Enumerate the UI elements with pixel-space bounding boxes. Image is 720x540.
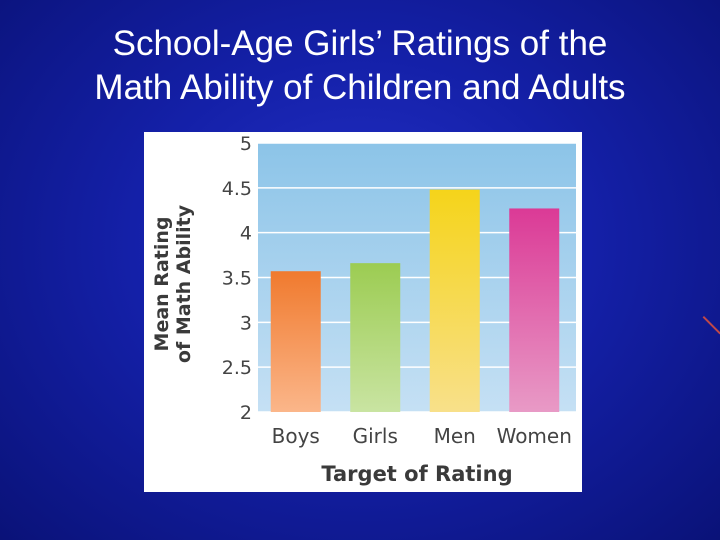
x-tick-label: Boys [272,424,320,448]
y-tick-label: 2 [240,402,252,424]
y-axis-label-line-1: Mean Rating [151,217,173,352]
slide-title: School-Age Girls’ Ratings of the Math Ab… [0,22,720,110]
y-tick-label: 4.5 [222,178,252,200]
slide-title-line-1: School-Age Girls’ Ratings of the [112,24,608,63]
y-tick-label: 5 [240,133,252,155]
y-tick-label: 4 [240,223,252,245]
bar-women [509,208,560,412]
bar-girls [350,263,401,412]
bar-men [429,189,480,412]
chart-panel: 2 2.5 3 3.5 4 4.5 5 Boys Girls Men Women Mean Rat… [144,132,582,492]
x-tick-label: Girls [353,424,398,448]
y-tick-label: 3 [240,312,252,334]
y-tick-label: 3.5 [222,268,252,290]
y-axis-label-line-2: of Math Ability [173,204,195,363]
x-axis-label: Target of Rating [321,462,512,486]
bar-boys [270,271,321,412]
slide-title-line-2: Math Ability of Children and Adults [94,68,626,107]
x-tick-label: Men [434,424,476,448]
bar-chart: 2 2.5 3 3.5 4 4.5 5 Boys Girls Men Women Mean Rat… [151,133,576,486]
x-tick-label: Women [497,424,572,448]
decorative-line [702,316,720,335]
y-tick-label: 2.5 [222,357,252,379]
